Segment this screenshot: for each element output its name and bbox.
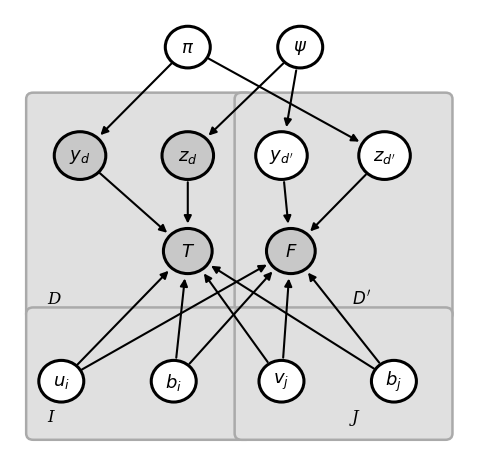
Text: J: J	[352, 408, 358, 425]
Text: $\pi$: $\pi$	[181, 39, 194, 57]
Circle shape	[165, 27, 210, 69]
FancyBboxPatch shape	[26, 308, 253, 440]
FancyBboxPatch shape	[26, 93, 253, 321]
Text: I: I	[47, 408, 54, 425]
Circle shape	[54, 133, 106, 180]
Text: $b_j$: $b_j$	[386, 369, 403, 393]
Circle shape	[278, 27, 323, 69]
Text: $z_{d'}$: $z_{d'}$	[373, 147, 396, 165]
Text: $\psi$: $\psi$	[293, 39, 307, 57]
Circle shape	[371, 361, 416, 402]
Text: $y_{d'}$: $y_{d'}$	[269, 147, 294, 165]
Circle shape	[151, 361, 196, 402]
FancyBboxPatch shape	[235, 93, 452, 321]
Text: D: D	[47, 291, 61, 308]
Text: $z_d$: $z_d$	[178, 147, 198, 165]
Circle shape	[359, 133, 410, 180]
FancyBboxPatch shape	[235, 308, 452, 440]
Circle shape	[259, 361, 304, 402]
Text: $b_i$: $b_i$	[165, 371, 182, 392]
Circle shape	[39, 361, 84, 402]
Circle shape	[266, 229, 315, 274]
Circle shape	[162, 133, 214, 180]
Text: $u_i$: $u_i$	[53, 373, 70, 391]
Text: $F$: $F$	[285, 243, 297, 261]
Text: $D'$: $D'$	[352, 289, 371, 308]
Text: $v_j$: $v_j$	[273, 371, 289, 391]
Circle shape	[163, 229, 212, 274]
Text: $y_d$: $y_d$	[69, 147, 91, 165]
Text: $T$: $T$	[181, 243, 195, 261]
Circle shape	[256, 133, 307, 180]
